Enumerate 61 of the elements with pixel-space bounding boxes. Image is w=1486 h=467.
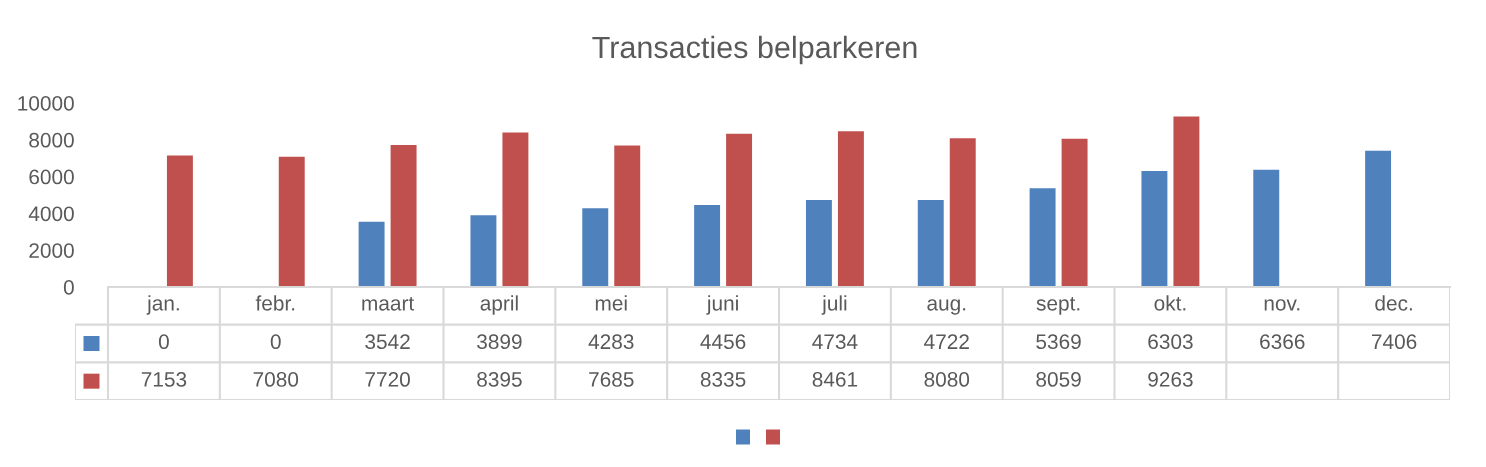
x-tick-label: mei <box>595 295 627 311</box>
data-label: 8461 <box>812 372 858 387</box>
bar <box>1365 150 1392 287</box>
bar <box>805 199 832 287</box>
bar <box>502 132 529 287</box>
bar <box>837 131 864 287</box>
x-tick-label: febr. <box>255 295 295 311</box>
y-tick-label: 6000 <box>29 169 74 185</box>
data-label: 7153 <box>141 372 187 387</box>
bar <box>917 200 944 287</box>
data-label: 5369 <box>1036 334 1081 350</box>
bar <box>390 144 417 287</box>
data-label: 8395 <box>477 372 522 387</box>
data-label: 7406 <box>1371 334 1417 350</box>
x-tick-label: juli <box>821 295 847 315</box>
data-label: 7720 <box>365 372 410 387</box>
bar <box>1253 169 1280 287</box>
data-label: 0 <box>158 334 169 350</box>
y-tick-label: 4000 <box>28 206 74 222</box>
chart-title: Transacties belparkeren <box>592 35 917 65</box>
bar <box>1029 188 1056 287</box>
x-tick-label: aug. <box>927 299 966 315</box>
data-label: 8335 <box>700 372 746 387</box>
x-tick-label: april <box>480 295 518 315</box>
data-label: 4456 <box>700 334 746 350</box>
y-tick-label: 2000 <box>29 243 74 258</box>
data-label: 7080 <box>253 372 299 387</box>
bar <box>278 156 305 287</box>
bar <box>949 138 976 287</box>
bar <box>614 145 641 287</box>
x-tick-label: sept. <box>1036 296 1080 315</box>
bar <box>358 221 385 287</box>
data-label: 8059 <box>1036 372 1081 387</box>
bar <box>1173 116 1200 287</box>
data-label: 3899 <box>477 334 522 350</box>
bar <box>166 155 193 287</box>
x-tick-label: dec. <box>1375 295 1412 311</box>
data-label: 0 <box>270 334 281 350</box>
y-tick-label: 0 <box>63 280 74 295</box>
data-label: 4722 <box>924 334 969 349</box>
data-label: 6366 <box>1260 334 1305 350</box>
data-label: 9263 <box>1148 372 1193 387</box>
bar <box>1061 138 1088 287</box>
x-tick-label: okt. <box>1154 295 1186 311</box>
bar <box>1141 171 1168 287</box>
bar <box>726 133 753 287</box>
data-label: 3542 <box>365 334 410 350</box>
data-label: 4283 <box>588 334 634 350</box>
data-label: 7685 <box>589 372 634 387</box>
data-label: 6303 <box>1148 334 1193 350</box>
data-label: 8080 <box>924 372 970 387</box>
bar <box>582 208 609 287</box>
x-tick-label: jan. <box>146 295 179 315</box>
data-label: 4734 <box>812 334 858 350</box>
y-tick-label: 8000 <box>29 132 74 148</box>
bar <box>694 205 721 287</box>
x-tick-label: juni <box>706 295 738 315</box>
x-tick-label: maart <box>362 296 415 311</box>
x-tick-label: nov. <box>1264 299 1300 311</box>
bar <box>470 215 497 287</box>
y-tick-label: 10000 <box>18 96 74 111</box>
